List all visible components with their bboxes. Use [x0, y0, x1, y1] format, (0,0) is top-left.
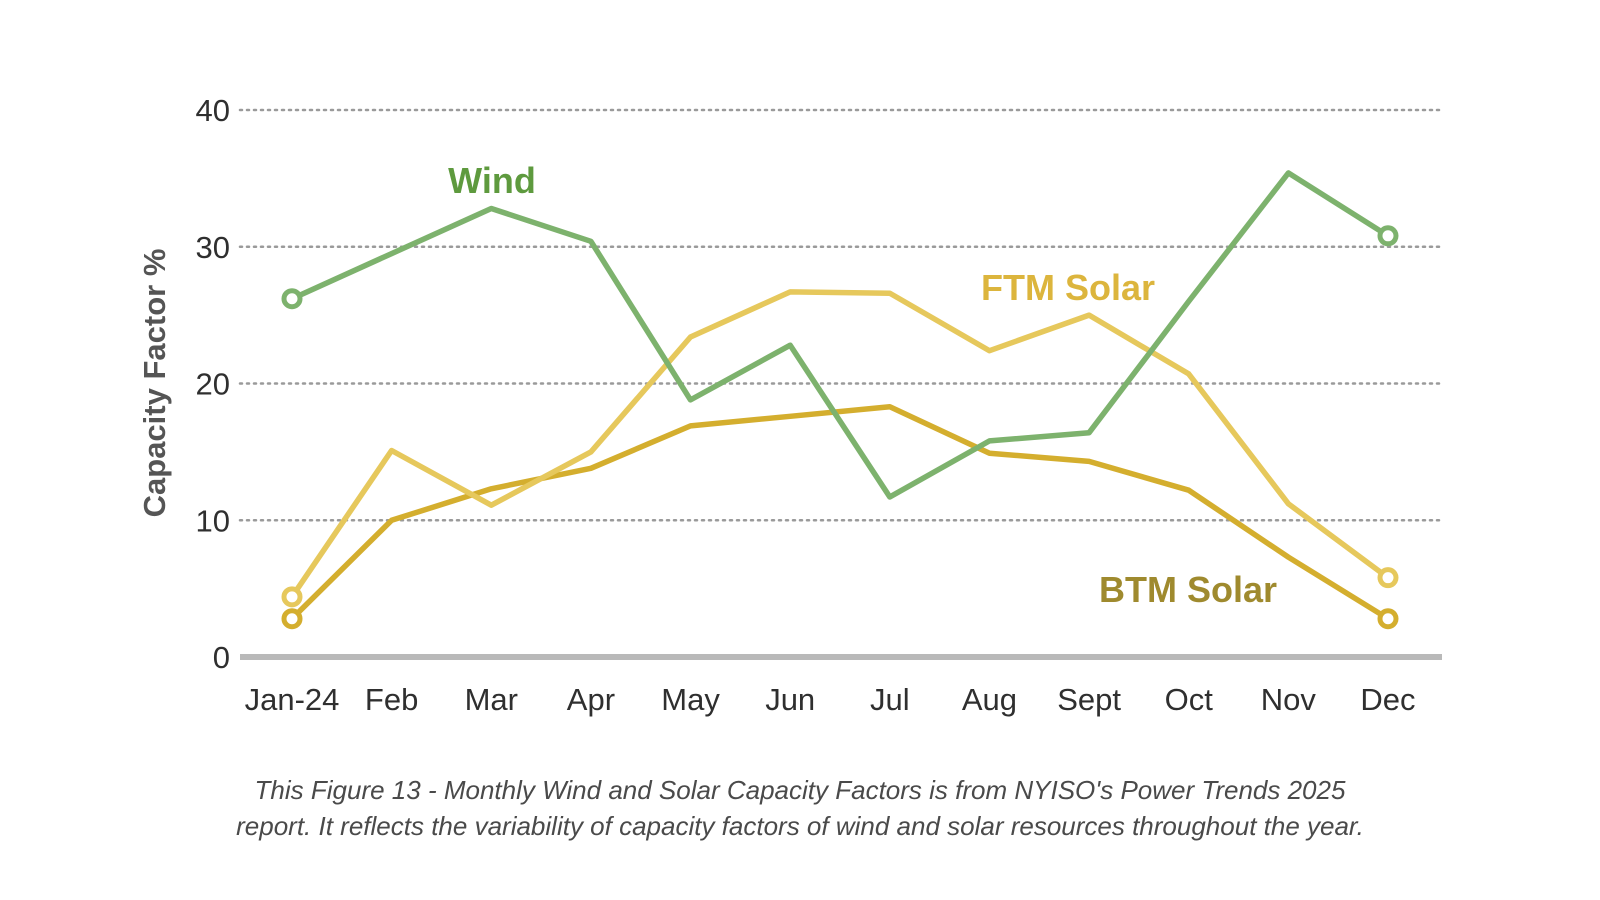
x-tick-label: Dec	[1360, 682, 1415, 717]
series-lines	[281, 170, 1399, 630]
y-tick-label: 40	[196, 93, 230, 128]
caption-line-2: report. It reflects the variability of c…	[236, 811, 1364, 841]
wind-series-label: Wind	[448, 160, 536, 201]
x-tick-label: Sept	[1057, 682, 1121, 717]
gridlines	[238, 108, 1444, 660]
x-tick-label: Nov	[1261, 682, 1317, 717]
y-tick-label: 20	[196, 367, 230, 402]
x-tick-label: Feb	[365, 682, 418, 717]
x-tick-label: Mar	[465, 682, 518, 717]
x-axis-ticks: Jan-24 Feb Mar Apr May Jun Jul Aug Sept Oct Nov Dec	[245, 682, 1416, 717]
ftm-solar-series-line	[289, 289, 1391, 600]
y-tick-label: 30	[196, 230, 230, 265]
x-tick-label: Apr	[567, 682, 615, 717]
x-tick-label: May	[661, 682, 720, 717]
x-tick-label: Jan-24	[245, 682, 340, 717]
y-axis-title: Capacity Factor %	[137, 249, 172, 518]
ftm-solar-point	[1377, 567, 1399, 589]
y-axis-ticks: 0 10 20 30 40	[196, 93, 230, 675]
wind-point	[1377, 225, 1399, 247]
ftm-solar-series-label: FTM Solar	[981, 267, 1155, 308]
y-tick-label: 0	[213, 640, 230, 675]
btm-solar-point	[1377, 608, 1399, 630]
y-tick-label: 10	[196, 503, 230, 538]
x-tick-label: Jul	[870, 682, 910, 717]
caption-line-1: This Figure 13 - Monthly Wind and Solar …	[254, 775, 1346, 805]
btm-solar-point	[281, 608, 303, 630]
x-tick-label: Aug	[962, 682, 1017, 717]
x-tick-label: Oct	[1165, 682, 1214, 717]
wind-point	[281, 288, 303, 310]
ftm-solar-point	[281, 586, 303, 608]
series-labels: Wind FTM Solar BTM Solar	[448, 160, 1277, 610]
wind-series-line	[289, 170, 1391, 500]
x-tick-label: Jun	[765, 682, 815, 717]
btm-solar-series-label: BTM Solar	[1099, 569, 1277, 610]
figure-caption: This Figure 13 - Monthly Wind and Solar …	[100, 772, 1500, 844]
